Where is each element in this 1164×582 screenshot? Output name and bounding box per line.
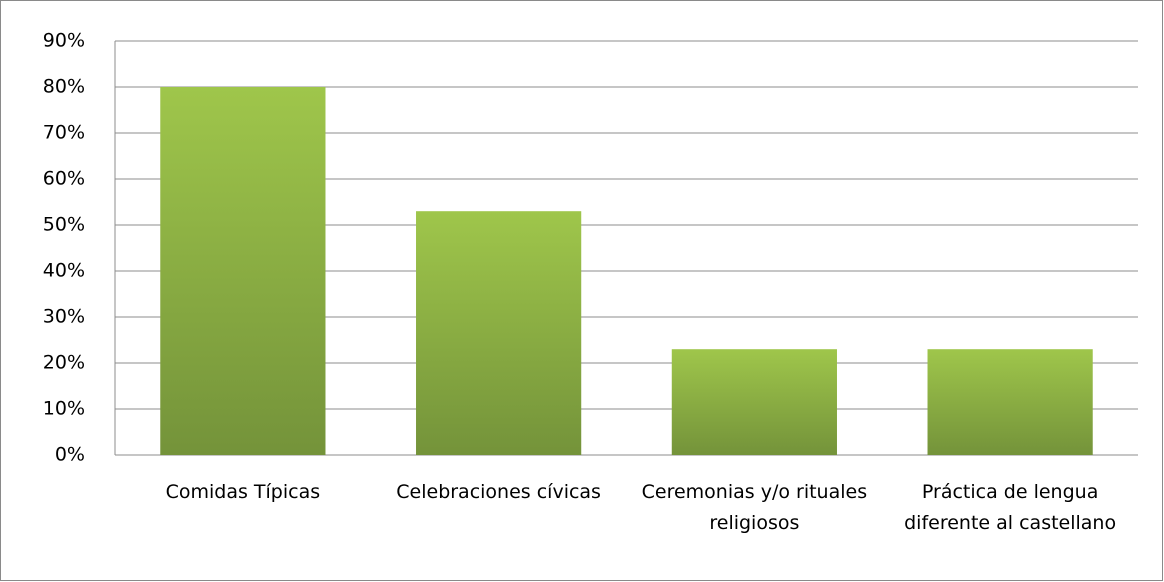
bar — [416, 211, 582, 455]
y-tick-label: 30% — [43, 306, 85, 328]
y-tick-label: 90% — [43, 30, 85, 52]
y-tick-label: 40% — [43, 260, 85, 282]
x-tick-label: Práctica de lengua diferente al castella… — [904, 481, 1117, 534]
y-tick-label: 10% — [43, 398, 85, 420]
y-tick-label: 50% — [43, 214, 85, 236]
y-tick-label: 80% — [43, 76, 85, 98]
bar — [927, 349, 1093, 455]
x-tick-label: Comidas Típicas — [165, 481, 321, 503]
y-tick-label: 0% — [55, 444, 85, 466]
y-tick-label: 60% — [43, 168, 85, 190]
bar — [160, 87, 326, 455]
y-tick-label: 70% — [43, 122, 85, 144]
y-tick-label: 20% — [43, 352, 85, 374]
x-tick-label: Celebraciones cívicas — [396, 481, 601, 503]
bar — [671, 349, 837, 455]
x-tick-label: Ceremonias y/o rituales religiosos — [641, 481, 868, 534]
